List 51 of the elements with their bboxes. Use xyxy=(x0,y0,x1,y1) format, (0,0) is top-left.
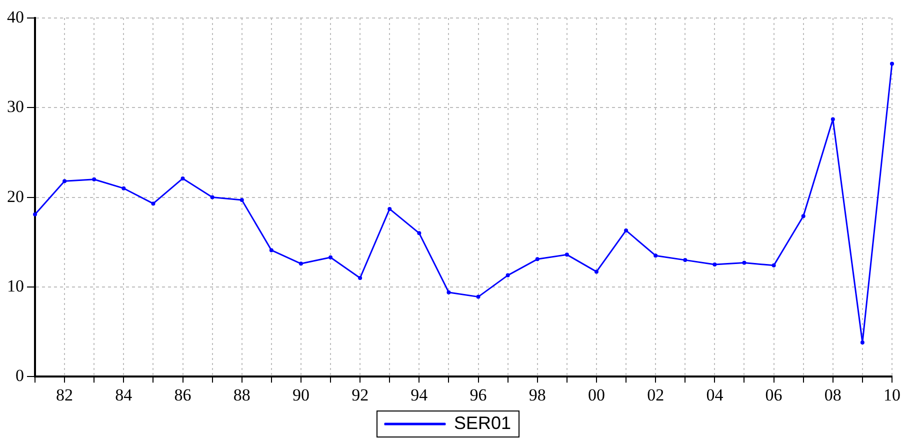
x-tick-label: 90 xyxy=(292,385,310,404)
point xyxy=(476,294,480,299)
x-tick-label: 00 xyxy=(588,385,605,404)
x-tick-label: 98 xyxy=(528,385,546,404)
y-tick-label: 40 xyxy=(7,7,24,26)
point xyxy=(712,262,717,267)
point xyxy=(446,290,451,294)
point xyxy=(830,117,835,122)
x-tick-label: 94 xyxy=(410,385,428,404)
point xyxy=(801,214,806,218)
x-tick-label: 10 xyxy=(884,385,900,404)
point xyxy=(328,255,333,260)
point xyxy=(210,195,214,200)
y-tick-label: 10 xyxy=(7,276,24,296)
point xyxy=(92,177,96,182)
x-tick-label: 82 xyxy=(56,385,74,404)
x-tick-label: 06 xyxy=(765,385,782,404)
point xyxy=(742,260,746,265)
point xyxy=(298,262,303,266)
x-tick-label: 04 xyxy=(706,385,724,404)
point xyxy=(535,257,540,262)
x-tick-label: 86 xyxy=(174,385,192,404)
x-tick-label: 96 xyxy=(470,385,487,404)
point xyxy=(269,248,274,252)
point xyxy=(240,198,244,202)
x-tick-label: 08 xyxy=(824,385,842,404)
point xyxy=(151,202,156,206)
x-tick-label: 92 xyxy=(352,385,369,404)
x-tick-label: 84 xyxy=(115,385,133,404)
point xyxy=(860,340,864,345)
point xyxy=(62,179,67,184)
point xyxy=(358,276,362,280)
point xyxy=(388,206,392,211)
point xyxy=(564,252,569,257)
point xyxy=(180,176,185,180)
x-tick-label: 88 xyxy=(233,385,250,404)
point xyxy=(417,231,422,236)
point xyxy=(624,228,628,232)
x-tick-label: 02 xyxy=(647,385,664,404)
point xyxy=(772,263,776,268)
point xyxy=(506,273,510,278)
y-tick-label: 20 xyxy=(7,186,24,206)
point xyxy=(594,270,598,274)
point xyxy=(890,62,894,66)
point xyxy=(33,212,37,216)
point xyxy=(683,258,688,262)
y-tick-label: 0 xyxy=(16,366,24,386)
legend-label: SER01 xyxy=(454,412,512,433)
point xyxy=(122,186,126,190)
point xyxy=(654,254,658,258)
y-tick-label: 30 xyxy=(7,97,24,116)
